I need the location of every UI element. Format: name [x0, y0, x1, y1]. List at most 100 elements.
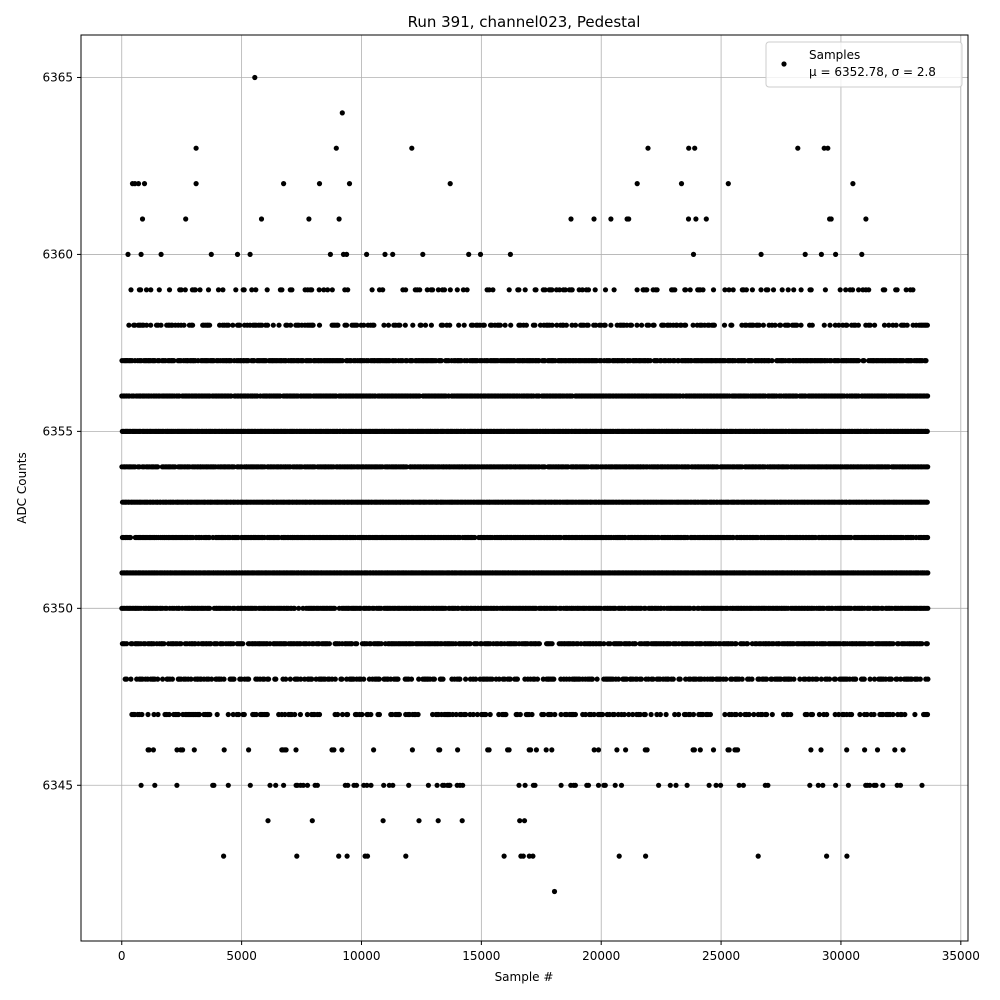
data-point — [138, 287, 144, 293]
data-point — [808, 287, 814, 293]
data-point — [634, 322, 640, 328]
data-point — [721, 322, 728, 328]
data-point — [464, 287, 470, 293]
data-point — [924, 428, 930, 434]
data-point — [894, 287, 900, 293]
data-point — [329, 287, 335, 293]
data-point — [585, 287, 592, 293]
data-point — [237, 322, 243, 328]
data-point — [288, 322, 294, 328]
data-point — [430, 287, 436, 293]
data-point — [710, 287, 717, 293]
data-point — [743, 287, 750, 293]
data-point — [794, 322, 800, 328]
data-point — [310, 322, 316, 328]
data-point — [628, 322, 635, 328]
data-point — [925, 570, 931, 576]
data-point — [758, 287, 764, 293]
data-point — [270, 322, 276, 328]
data-point — [447, 322, 453, 328]
data-point — [171, 358, 177, 364]
data-point — [417, 287, 423, 293]
data-point — [760, 322, 767, 328]
data-point — [542, 287, 548, 293]
data-point — [361, 322, 367, 328]
data-point — [549, 641, 555, 647]
data-point — [683, 322, 689, 328]
chart-title: Run 391, channel023, Pedestal — [408, 13, 641, 31]
data-point — [593, 322, 599, 328]
data-point — [316, 287, 322, 293]
data-point — [385, 322, 392, 328]
data-point — [602, 287, 609, 293]
data-point — [502, 322, 508, 328]
data-point — [756, 322, 762, 328]
data-point — [523, 322, 530, 328]
data-point — [460, 287, 466, 293]
data-point — [700, 287, 706, 293]
data-point — [634, 287, 640, 293]
data-point — [585, 322, 591, 328]
data-point — [867, 322, 873, 328]
data-point — [861, 358, 867, 364]
data-point — [155, 464, 161, 470]
data-point — [646, 322, 652, 328]
data-point — [654, 287, 660, 293]
data-point — [497, 322, 503, 328]
data-point — [733, 641, 739, 647]
data-point — [882, 287, 888, 293]
data-point — [856, 287, 862, 293]
data-point — [850, 287, 856, 293]
data-point — [579, 287, 586, 293]
data-point — [772, 322, 778, 328]
data-point — [722, 287, 728, 293]
data-point — [481, 322, 487, 328]
data-point — [259, 322, 265, 328]
data-point — [836, 322, 842, 328]
data-point — [821, 322, 827, 328]
data-point — [893, 322, 899, 328]
data-point — [128, 287, 134, 293]
data-point — [205, 287, 212, 293]
data-point — [279, 287, 285, 293]
data-point — [161, 641, 167, 647]
data-point — [592, 287, 598, 293]
data-point — [332, 605, 338, 611]
data-point — [326, 641, 332, 647]
data-point — [730, 287, 736, 293]
data-point — [486, 287, 492, 293]
data-point — [532, 322, 538, 328]
data-point — [516, 287, 522, 293]
data-point — [690, 322, 696, 328]
data-point — [562, 287, 568, 293]
data-point — [785, 322, 791, 328]
data-point — [276, 322, 282, 328]
data-point — [339, 358, 345, 364]
data-point — [447, 287, 453, 293]
data-point — [369, 287, 375, 293]
data-point — [207, 605, 213, 611]
data-point — [791, 287, 797, 293]
data-point — [233, 287, 239, 293]
data-point — [397, 322, 403, 328]
data-point — [456, 322, 462, 328]
data-point — [923, 358, 929, 364]
data-point — [785, 287, 791, 293]
data-point — [428, 322, 434, 328]
data-point — [556, 287, 563, 293]
data-point — [158, 322, 164, 328]
data-point — [225, 322, 231, 328]
data-point — [344, 322, 350, 328]
data-point — [240, 641, 246, 647]
data-point — [651, 322, 657, 328]
data-point — [197, 287, 203, 293]
data-point — [178, 287, 184, 293]
data-point — [843, 287, 849, 293]
data-point — [711, 322, 718, 328]
data-point — [536, 641, 543, 647]
data-point — [144, 322, 150, 328]
data-point — [192, 287, 198, 293]
data-point — [143, 287, 150, 293]
data-point — [687, 287, 693, 293]
